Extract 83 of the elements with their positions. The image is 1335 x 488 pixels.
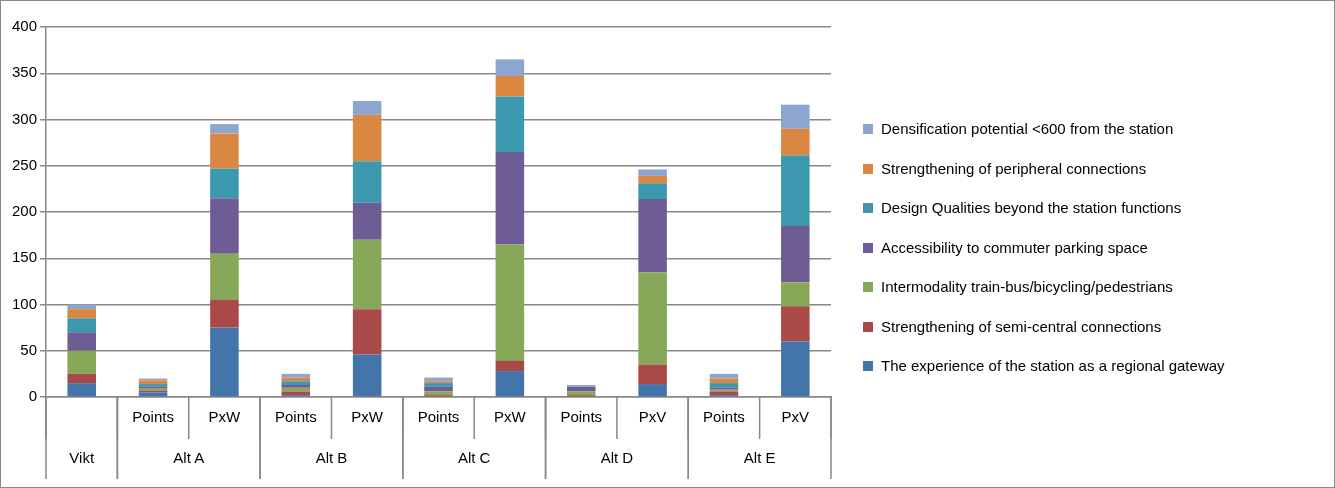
legend-label: Intermodality train-bus/bicycling/pedestrians (881, 277, 1173, 297)
x-tick-label: Points (132, 408, 174, 426)
bar (709, 373, 739, 379)
x-tick-label: PxV (638, 408, 667, 426)
x-tick-label: PxW (351, 408, 384, 426)
bar (781, 282, 810, 307)
bar (67, 318, 96, 333)
bar (67, 332, 96, 351)
legend-label: Densification potential <600 from the station (881, 119, 1174, 139)
bar (709, 383, 739, 388)
x-tick-label: Points (417, 408, 460, 426)
x-tick-label: PxV (781, 408, 810, 426)
bar (67, 373, 96, 384)
text: Vikt (69, 449, 95, 467)
bar (210, 198, 239, 254)
bar (495, 96, 525, 152)
y-tick-label: 200 (12, 202, 38, 220)
bar (67, 383, 96, 397)
y-tick-label: 250 (12, 155, 38, 173)
bar (352, 114, 382, 162)
x-tick-label: Points (274, 408, 317, 426)
bar (638, 175, 667, 184)
bar (638, 272, 667, 365)
bar (495, 244, 525, 361)
bar (210, 253, 239, 300)
bar (638, 199, 667, 273)
x-tick-label: Points (560, 408, 603, 426)
bar (495, 151, 525, 245)
y-tick-label: 0 (28, 387, 38, 405)
bar (210, 299, 239, 328)
bar (781, 155, 810, 226)
y-tick-label: 300 (12, 109, 38, 127)
bar (638, 364, 667, 385)
bar (566, 391, 596, 396)
bar (352, 239, 382, 310)
text: Alt C (457, 449, 491, 467)
text: Alt B (315, 449, 348, 467)
text: Alt D (600, 449, 634, 467)
x-tick-label: PxW (494, 408, 527, 426)
y-tick-label: 400 (12, 17, 38, 35)
text: Alt A (173, 449, 205, 467)
bar (210, 327, 239, 397)
x-tick-label: Points (703, 408, 745, 426)
bar (709, 391, 739, 396)
bar (495, 360, 525, 372)
bar (281, 381, 311, 385)
bar (210, 168, 239, 199)
legend-label: The experience of the station as a regional gateway (881, 356, 1225, 376)
legend-label: Strengthening of peripheral connections (881, 158, 1147, 179)
bar (210, 124, 239, 134)
legend-label: Design Qualities beyond the station functions (881, 198, 1182, 218)
bar (210, 133, 239, 169)
bar (352, 354, 382, 397)
y-tick-label: 150 (12, 248, 38, 266)
y-tick-label: 50 (20, 340, 38, 358)
bar (495, 371, 525, 397)
bar (281, 391, 311, 396)
bar (352, 161, 382, 203)
y-tick-label: 350 (12, 63, 38, 81)
bar (67, 350, 96, 374)
y-tick-label: 100 (12, 294, 38, 312)
bar (638, 169, 667, 176)
bar (67, 309, 96, 319)
text: Alt E (743, 449, 776, 467)
bar (352, 309, 382, 355)
legend-label: Accessibility to commuter parking space (881, 237, 1148, 258)
bar (281, 373, 311, 378)
bar (352, 101, 382, 115)
bar (781, 306, 810, 342)
bar (781, 225, 810, 283)
bar (495, 76, 525, 97)
bar (424, 391, 453, 396)
bar (781, 104, 810, 129)
legend-label: Strengthening of semi-central connections (881, 316, 1162, 337)
bar (352, 202, 382, 240)
x-tick-label: PxW (208, 408, 242, 426)
bar (781, 128, 810, 156)
bar (781, 341, 810, 397)
bar (138, 380, 168, 385)
bar (495, 59, 525, 77)
bar (138, 392, 168, 397)
bar (638, 384, 667, 397)
bar (638, 183, 667, 200)
